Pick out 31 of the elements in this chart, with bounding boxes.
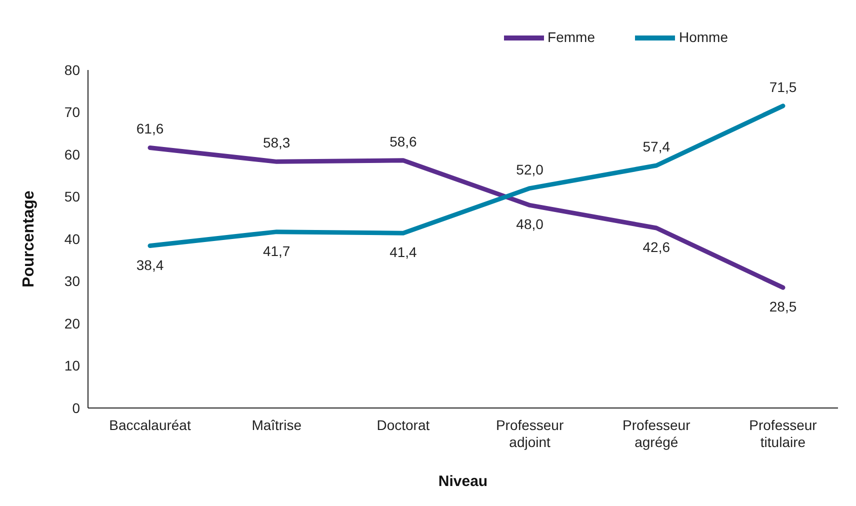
data-label: 58,3 [262,134,290,151]
data-label: 42,6 [642,239,670,256]
data-label: 38,4 [136,256,164,273]
x-tick-label: Professeur adjoint [496,417,564,450]
data-label: 61,6 [136,120,164,137]
y-tick-label: 50 [64,188,80,205]
y-tick-label: 0 [72,400,80,416]
x-tick-label: Baccalauréat [109,417,191,433]
x-tick-label: Professeur agrégé [622,417,691,450]
y-tick-label: 70 [64,104,80,120]
data-label: 58,6 [390,133,418,150]
y-tick-label: 30 [64,273,80,290]
x-tick-label: Professeur titulaire [749,417,818,450]
data-label: 48,0 [516,216,544,232]
y-tick-label: 20 [64,315,80,332]
legend-label: Homme [678,28,728,45]
data-label: 52,0 [516,161,544,178]
y-tick-label: 10 [64,358,80,374]
legend-label: Femme [548,28,595,45]
y-tick-label: 60 [64,146,80,162]
x-tick-label: Maîtrise [252,417,302,433]
y-axis-title: Pourcentage [20,190,38,288]
data-label: 41,4 [390,244,418,260]
y-tick-label: 40 [64,230,80,247]
y-tick-label: 80 [64,62,80,78]
data-label: 28,5 [769,298,797,315]
x-tick-label: Doctorat [376,417,430,433]
data-label: 71,5 [769,78,797,95]
data-label: 41,7 [262,242,290,259]
data-label: 57,4 [642,138,670,154]
x-axis-title: Niveau [438,473,488,490]
